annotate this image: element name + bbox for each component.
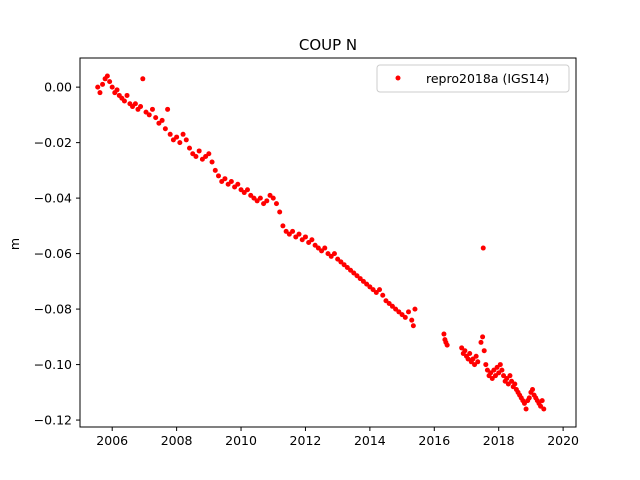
data-point: [475, 359, 481, 365]
x-tick-label: 2012: [290, 433, 322, 448]
data-point: [244, 187, 250, 193]
data-point: [183, 137, 189, 143]
data-point: [174, 134, 180, 140]
x-tick-label: 2010: [225, 433, 257, 448]
y-tick-label: −0.08: [34, 302, 72, 317]
data-point: [132, 101, 138, 107]
x-tick-label: 2008: [161, 433, 193, 448]
data-point: [114, 87, 120, 93]
y-tick-label: −0.10: [34, 357, 72, 372]
data-point: [140, 76, 146, 82]
data-point: [462, 348, 468, 354]
data-point: [124, 92, 130, 98]
chart-title: COUP N: [299, 36, 357, 54]
data-point: [541, 406, 547, 412]
data-point: [277, 209, 283, 215]
y-axis: 0.00 −0.02 −0.04 −0.06 −0.08 −0.10 −0.12: [34, 80, 80, 428]
data-point: [193, 153, 199, 159]
data-point: [177, 140, 183, 146]
x-tick-label: 2014: [354, 433, 386, 448]
legend-box: [376, 64, 570, 93]
data-point: [302, 234, 308, 240]
data-point: [95, 84, 101, 90]
data-point: [483, 362, 489, 368]
x-tick-label: 2016: [418, 433, 450, 448]
x-tick-label: 2018: [483, 433, 515, 448]
x-tick-label: 2006: [96, 433, 128, 448]
data-point: [497, 362, 503, 368]
data-point: [228, 178, 234, 184]
data-point: [100, 81, 106, 87]
data-point: [215, 173, 221, 179]
x-tick-label: 2020: [547, 433, 579, 448]
data-point: [162, 126, 168, 132]
data-point: [222, 176, 228, 182]
plot-frame: [79, 57, 577, 428]
data-point: [478, 339, 484, 345]
data-point: [196, 148, 202, 154]
plot-area: [95, 73, 547, 412]
legend-marker: [395, 75, 401, 81]
data-point: [441, 331, 447, 337]
data-point: [138, 104, 144, 110]
data-point: [539, 398, 545, 404]
data-point: [412, 306, 418, 312]
data-point: [380, 292, 386, 298]
data-point: [257, 195, 263, 201]
legend: repro2018a (IGS14): [376, 64, 570, 93]
data-point: [406, 309, 412, 315]
data-point: [235, 181, 241, 187]
data-point: [209, 159, 215, 165]
data-point: [331, 251, 337, 257]
data-point: [473, 353, 479, 359]
data-point: [322, 245, 328, 251]
data-point: [512, 381, 518, 387]
data-point: [507, 373, 513, 379]
data-point: [377, 287, 383, 293]
data-point: [97, 90, 103, 96]
data-point: [107, 79, 113, 85]
data-point: [290, 228, 296, 234]
data-point: [153, 115, 159, 121]
data-point: [530, 387, 536, 393]
data-point: [280, 223, 286, 229]
data-point: [187, 145, 193, 151]
data-point: [499, 367, 505, 373]
data-point: [264, 198, 270, 204]
data-point: [309, 237, 315, 243]
data-point: [409, 317, 415, 323]
data-point: [109, 84, 115, 90]
data-point: [165, 106, 171, 112]
data-point: [467, 350, 473, 356]
data-point: [480, 334, 486, 340]
data-point: [167, 131, 173, 137]
data-point: [212, 167, 218, 173]
data-point: [121, 98, 127, 104]
legend-label: repro2018a (IGS14): [426, 71, 549, 86]
y-tick-label: −0.12: [34, 413, 72, 428]
data-point: [296, 231, 302, 237]
x-axis: 2006 2008 2010 2012 2014 2016 2018 2020: [96, 427, 579, 448]
data-point: [526, 395, 532, 401]
data-point: [523, 406, 529, 412]
data-point: [146, 112, 152, 118]
y-tick-label: −0.04: [34, 191, 72, 206]
data-point: [206, 151, 212, 157]
y-tick-label: 0.00: [44, 80, 72, 95]
data-point: [444, 342, 450, 348]
y-tick-label: −0.02: [34, 135, 72, 150]
data-point: [273, 201, 279, 207]
data-point: [104, 73, 110, 79]
data-point: [480, 245, 486, 251]
data-point: [270, 195, 276, 201]
data-point: [481, 348, 487, 354]
data-point: [180, 131, 186, 137]
y-tick-label: −0.06: [34, 246, 72, 261]
data-point: [149, 106, 155, 112]
data-point: [159, 117, 165, 123]
y-axis-label: m: [7, 238, 22, 250]
data-point: [410, 323, 416, 329]
data-point: [402, 314, 408, 320]
